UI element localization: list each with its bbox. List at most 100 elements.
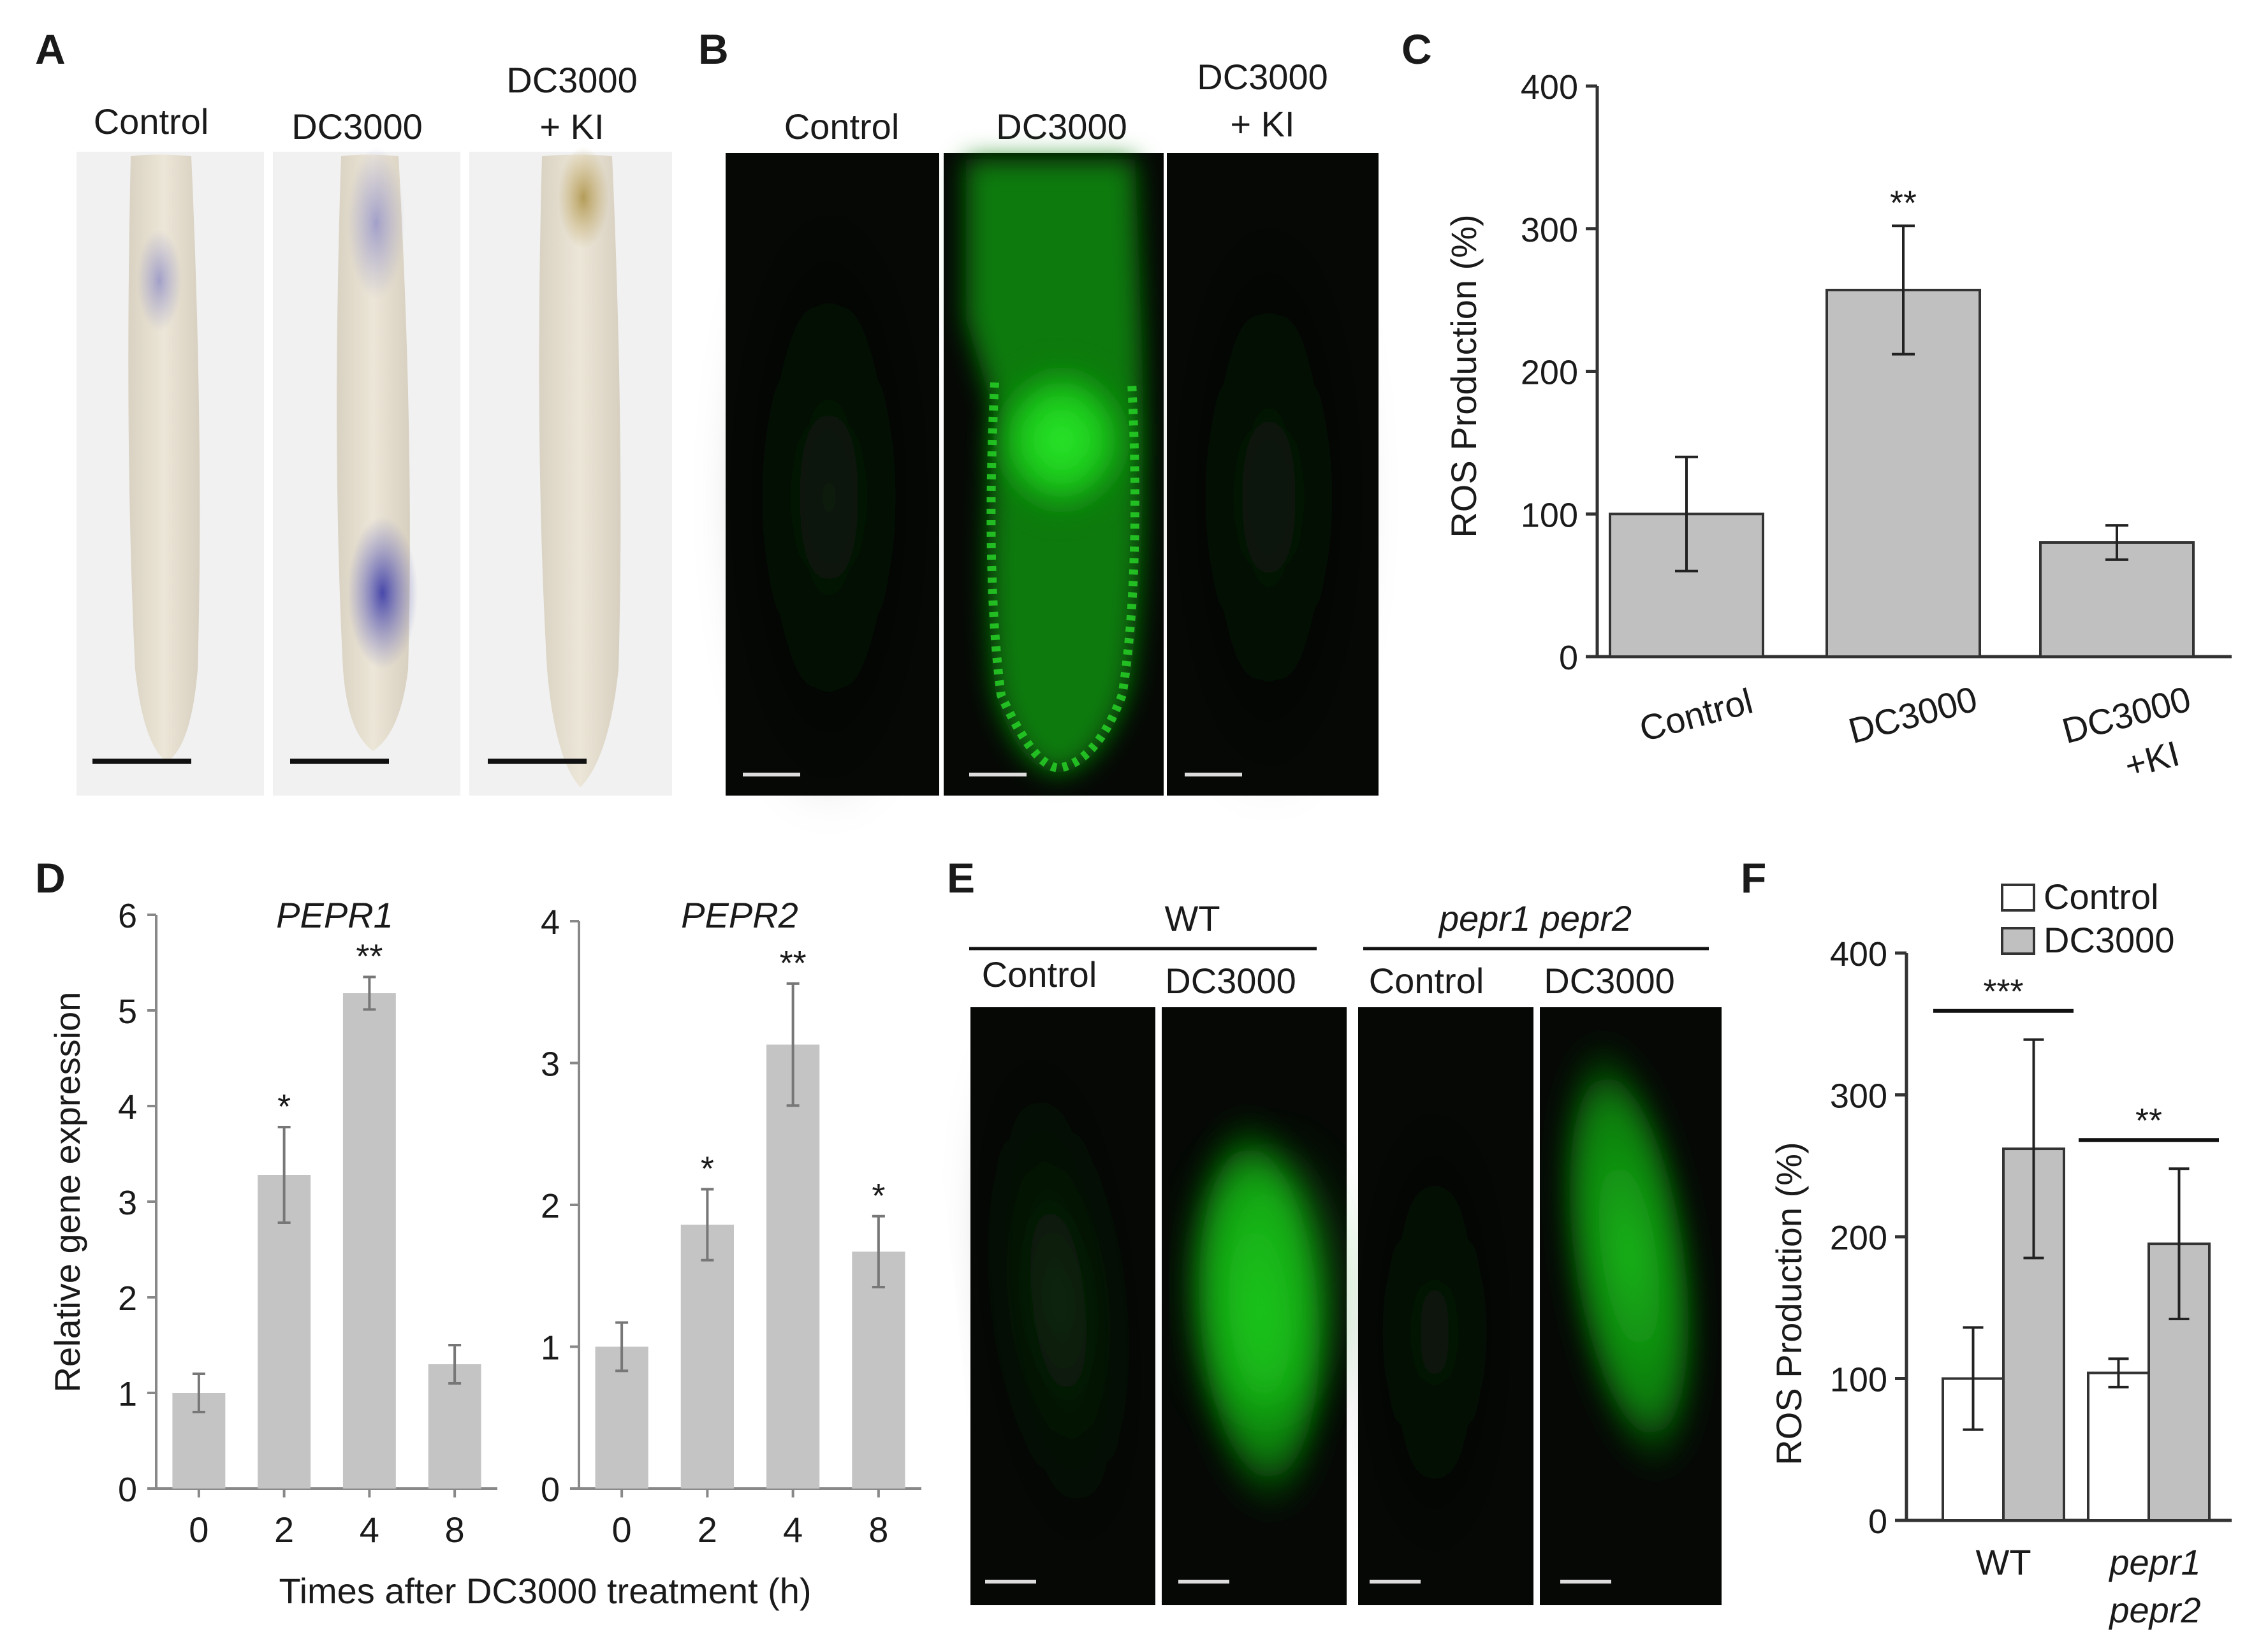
panel-d-chart: D Relative gene expression PEPR1 PEPR2 T…	[35, 854, 921, 1611]
legend-label-dc3000: DC3000	[2044, 920, 2174, 960]
panel-d2-significance: *	[872, 1177, 885, 1215]
panel-letter-a: A	[35, 25, 66, 73]
panel-e-label-mutant-dc3000: DC3000	[1544, 961, 1674, 1001]
panel-d2-x-tick-label: 4	[783, 1510, 803, 1550]
panel-d2-x-tick-label: 2	[698, 1510, 717, 1550]
panel-c-y-tick-label: 400	[1521, 68, 1578, 106]
panel-c-x-tick-label: Control	[1635, 680, 1757, 749]
panel-c-bar	[2039, 541, 2195, 658]
panel-a-label-dc3000ki-line1: DC3000	[506, 60, 637, 100]
panel-c-x-tick-label: +KI	[2120, 733, 2183, 786]
panel-d1-bar	[342, 993, 396, 1489]
panel-f-x-group-label: pepr2	[2108, 1590, 2200, 1630]
panel-d2-title: PEPR2	[681, 895, 798, 935]
panel-b-label-dc3000ki-line1: DC3000	[1197, 57, 1328, 97]
panel-d1-x-tick-label: 0	[189, 1510, 209, 1550]
panel-a-label-dc3000: DC3000	[291, 106, 422, 147]
panel-a-label-dc3000ki-line2: + KI	[539, 106, 604, 147]
panel-d2-bar	[680, 1225, 734, 1489]
panel-d2-y-tick-label: 3	[541, 1045, 560, 1084]
panel-e-image-mutant-dc3000	[1540, 1007, 1722, 1605]
panel-d-xlabel: Times after DC3000 treatment (h)	[279, 1571, 811, 1611]
panel-d2-x-tick-label: 8	[868, 1510, 888, 1550]
panel-f-y-tick-label: 0	[1868, 1503, 1887, 1541]
legend-label-control: Control	[2044, 877, 2159, 917]
legend-swatch-control	[2001, 884, 2035, 912]
panel-d1-y-tick-label: 2	[118, 1279, 137, 1318]
panel-f-x-group-label: pepr1	[2108, 1542, 2200, 1582]
panel-e: E WT pepr1 pepr2 Control DC3000 Control …	[947, 854, 1722, 1605]
panel-d2-bar	[766, 1044, 820, 1489]
panel-letter-e: E	[947, 854, 975, 901]
panel-b: B Control DC3000 DC3000 + KI	[698, 25, 1379, 803]
panel-c-x-tick-label: DC3000	[1845, 678, 1982, 751]
panel-e-label-wt-dc3000: DC3000	[1165, 961, 1296, 1001]
panel-letter-c: C	[1401, 25, 1432, 73]
panel-d1-x-tick-label: 4	[360, 1510, 379, 1550]
panel-d1-x-tick-label: 2	[274, 1510, 294, 1550]
panel-a-label-control: Control	[94, 101, 209, 142]
panel-letter-f: F	[1741, 854, 1766, 901]
panel-letter-d: D	[35, 854, 66, 901]
panel-d1-bar	[428, 1364, 481, 1489]
panel-e-label-mutant-control: Control	[1369, 961, 1484, 1001]
panel-d1-y-tick-label: 3	[118, 1184, 137, 1222]
panel-e-image-mutant-control	[1358, 1007, 1533, 1605]
panel-f-significance: ***	[1983, 973, 2023, 1011]
panel-d1-title: PEPR1	[276, 895, 393, 935]
panel-d1-x-tick-label: 8	[445, 1510, 465, 1550]
panel-letter-b: B	[698, 25, 729, 73]
panel-d1-y-tick-label: 6	[118, 897, 137, 935]
panel-d1-y-tick-label: 0	[118, 1471, 137, 1509]
panel-b-label-dc3000: DC3000	[996, 106, 1127, 147]
panel-b-image-dc3000	[944, 153, 1164, 796]
panel-f-y-tick-label: 300	[1830, 1077, 1887, 1116]
panel-b-label-dc3000ki-line2: + KI	[1230, 104, 1294, 144]
panel-e-image-wt-control	[970, 1007, 1155, 1605]
panel-f-ylabel: ROS Production (%)	[1769, 1142, 1809, 1465]
panel-d1-y-tick-label: 5	[118, 993, 137, 1031]
panel-c-y-tick-label: 100	[1521, 496, 1578, 534]
panel-f-y-tick-label: 400	[1830, 935, 1887, 973]
panel-c-y-tick-label: 300	[1521, 211, 1578, 249]
panel-a-image-control	[77, 152, 264, 796]
panel-d2-x-tick-label: 0	[612, 1510, 632, 1550]
panel-d2-significance: **	[780, 944, 807, 982]
panel-c-chart: C ROS Production (%) 0 100 200 300 400 Contro…	[1401, 25, 2232, 786]
panel-f-significance: **	[2135, 1102, 2162, 1140]
panel-e-group-mutant: pepr1 pepr2	[1438, 898, 1632, 938]
panel-d2-y-tick-label: 1	[541, 1329, 560, 1367]
panel-f-chart: F ROS Production (%) Control DC3000 0 100…	[1741, 854, 2232, 1630]
panel-f-bar-dc3000	[2002, 1147, 2065, 1522]
panel-f-y-tick-label: 100	[1830, 1361, 1887, 1399]
panel-d1-significance: **	[356, 938, 383, 976]
panel-d2-y-tick-label: 2	[541, 1187, 560, 1225]
panel-d2-y-tick-label: 4	[541, 903, 560, 942]
panel-b-image-dc3000-ki	[1167, 153, 1379, 796]
panel-c-significance: **	[1890, 184, 1917, 222]
panel-a-image-dc3000-ki	[469, 147, 672, 796]
panel-c-y-tick-label: 0	[1559, 639, 1578, 677]
panel-d2-significance: *	[701, 1150, 714, 1188]
panel-e-group-wt: WT	[1164, 898, 1220, 938]
legend-swatch-dc3000	[2001, 927, 2035, 955]
panel-f-x-group-label: WT	[1975, 1542, 2031, 1582]
panel-b-image-control	[726, 153, 939, 803]
panel-d1-y-tick-label: 1	[118, 1375, 137, 1413]
panel-d2-bar	[852, 1251, 905, 1489]
panel-a-image-dc3000	[273, 147, 460, 796]
panel-c-ylabel: ROS Production (%)	[1444, 214, 1484, 537]
panel-f-y-tick-label: 200	[1830, 1219, 1887, 1257]
panel-c-y-tick-label: 200	[1521, 354, 1578, 392]
panel-d1-bar	[258, 1175, 311, 1489]
panel-a: A Control DC3000 DC3000 + KI	[35, 25, 672, 796]
panel-e-image-wt-dc3000	[1162, 1007, 1347, 1605]
panel-f-bar-control	[2087, 1371, 2150, 1522]
panel-d1-y-tick-label: 4	[118, 1088, 137, 1126]
panel-d2-y-tick-label: 0	[541, 1471, 560, 1509]
panel-d1-significance: *	[277, 1088, 291, 1126]
panel-e-label-wt-control: Control	[982, 954, 1097, 994]
panel-d-ylabel: Relative gene expression	[47, 992, 87, 1393]
panel-b-label-control: Control	[784, 106, 900, 147]
